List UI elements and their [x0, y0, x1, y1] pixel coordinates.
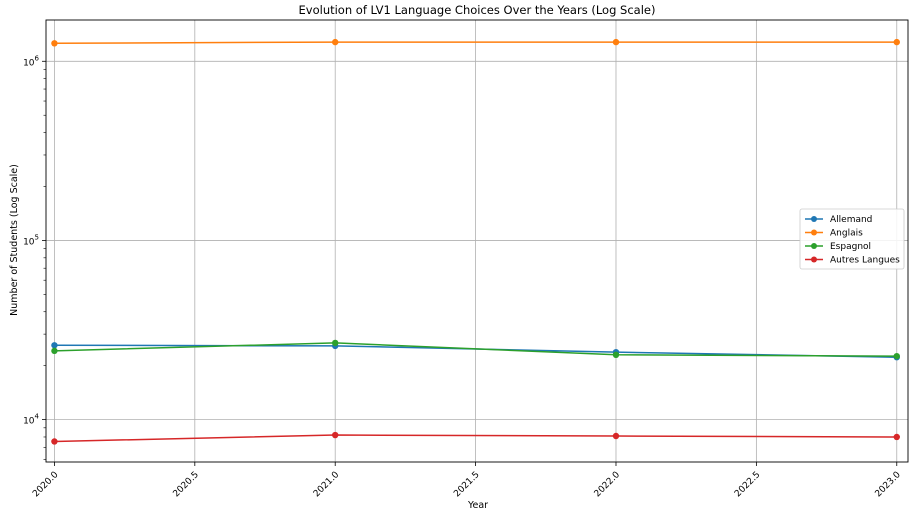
- legend-marker-espagnol: [811, 243, 817, 249]
- data-point-allemand: [51, 342, 58, 349]
- data-point-anglais: [612, 38, 620, 46]
- plot-frame: [45, 19, 909, 463]
- legend-marker-allemand: [811, 216, 817, 222]
- x-ticks: 2020.0 2020.5 2021.0 2021.5 2022.0 2022.5 2023…: [31, 462, 903, 499]
- y-axis-label: Number of Students (Log Scale): [9, 164, 20, 316]
- chart-title: Evolution of LV1 Language Choices Over t…: [299, 3, 656, 17]
- data-point-autres-langues: [332, 431, 339, 439]
- data-point-espagnol: [51, 347, 58, 355]
- x-tick-label: 2021.0: [312, 470, 342, 500]
- y-ticks: 104 105 106: [23, 54, 46, 460]
- series-line-anglais: [54, 41, 897, 45]
- legend-box: [799, 208, 905, 270]
- data-point-espagnol: [893, 352, 900, 360]
- x-tick-label: 2023.0: [874, 470, 904, 500]
- y-tick-label: 106: [23, 54, 39, 68]
- x-tick-label: 2022.0: [593, 470, 623, 500]
- series-layer: [51, 38, 900, 445]
- x-axis-label: Year: [467, 500, 488, 511]
- data-point-autres-langues: [612, 432, 620, 440]
- grid: [46, 20, 908, 462]
- data-point-anglais: [332, 38, 339, 46]
- x-tick-label: 2021.5: [452, 470, 481, 499]
- data-point-autres-langues: [893, 433, 900, 441]
- legend-marker-autres-langues: [811, 256, 817, 263]
- y-tick-label: 105: [23, 233, 39, 247]
- data-point-anglais: [51, 40, 58, 47]
- series-line-espagnol: [54, 342, 897, 357]
- legend-label-autres-langues: Autres Langues: [830, 256, 900, 266]
- legend: Allemand Anglais Espagnol Autres Langues: [799, 208, 905, 270]
- legend-label-espagnol: Espagnol: [830, 242, 871, 252]
- data-point-autres-langues: [51, 438, 58, 445]
- series-line-autres-langues: [54, 434, 897, 443]
- legend-marker-anglais: [811, 229, 817, 236]
- y-tick-label: 104: [23, 413, 39, 427]
- x-tick-label: 2020.0: [31, 470, 61, 500]
- x-tick-label: 2020.5: [172, 470, 201, 499]
- x-tick-label: 2022.5: [733, 470, 762, 499]
- legend-label-anglais: Anglais: [830, 229, 863, 239]
- data-point-anglais: [893, 38, 900, 46]
- data-point-espagnol: [332, 339, 339, 347]
- legend-label-allemand: Allemand: [830, 215, 872, 225]
- data-point-espagnol: [612, 351, 620, 359]
